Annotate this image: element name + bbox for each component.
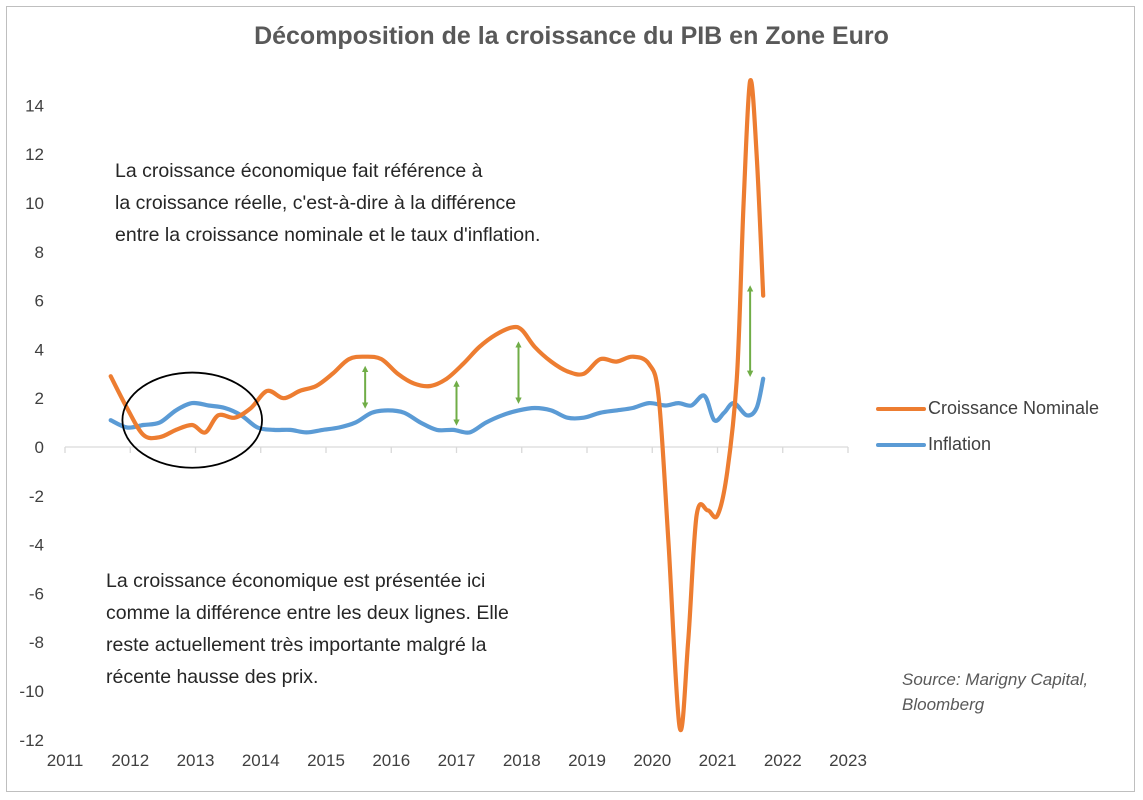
y-tick-label: 2 <box>35 389 44 408</box>
legend-item-croissance-nominale: Croissance Nominale <box>876 398 1099 419</box>
y-tick-label: -4 <box>29 536 44 555</box>
x-tick-label: 2015 <box>307 751 345 770</box>
y-tick-label: -10 <box>19 682 44 701</box>
x-tick-label: 2013 <box>177 751 215 770</box>
y-tick-label: 4 <box>35 340 44 359</box>
y-tick-label: 12 <box>25 145 44 164</box>
highlight-ellipse <box>121 371 263 469</box>
legend-swatch-blue <box>876 442 926 447</box>
chart-title: Décomposition de la croissance du PIB en… <box>254 22 889 50</box>
legend-label: Inflation <box>928 434 992 454</box>
x-tick-label: 2011 <box>47 751 84 770</box>
y-tick-label: 8 <box>35 243 44 262</box>
x-tick-label: 2016 <box>372 751 410 770</box>
x-tick-label: 2012 <box>111 751 149 770</box>
y-tick-label: 10 <box>25 194 44 213</box>
series-line-inflation <box>108 376 766 435</box>
legend-label: Croissance Nominale <box>928 398 1100 418</box>
x-tick-label: 2021 <box>699 751 737 770</box>
x-tick-label: 2023 <box>829 751 867 770</box>
note-top: La croissance économique fait référence … <box>115 160 541 246</box>
chart-frame <box>6 6 1135 792</box>
series-line-croissance-nominale <box>108 78 766 733</box>
y-tick-label: -8 <box>29 633 44 652</box>
source-note: Source: Marigny Capital, Bloomberg <box>902 670 1089 714</box>
x-tick-label: 2017 <box>438 751 476 770</box>
y-tick-label: 0 <box>35 438 44 457</box>
y-tick-label: 6 <box>35 292 44 311</box>
y-tick-label: -2 <box>29 487 44 506</box>
x-tick-label: 2020 <box>633 751 671 770</box>
legend-item-inflation: Inflation <box>876 434 991 455</box>
note-bottom: La croissance économique est présentée i… <box>106 570 509 688</box>
y-tick-label: -12 <box>19 731 44 750</box>
x-tick-label: 2018 <box>503 751 541 770</box>
legend-swatch-orange <box>876 406 926 411</box>
y-tick-label: -6 <box>29 584 44 603</box>
y-tick-label: 14 <box>25 96 44 115</box>
x-tick-label: 2022 <box>764 751 802 770</box>
x-tick-label: 2019 <box>568 751 606 770</box>
x-tick-label: 2014 <box>242 751 280 770</box>
